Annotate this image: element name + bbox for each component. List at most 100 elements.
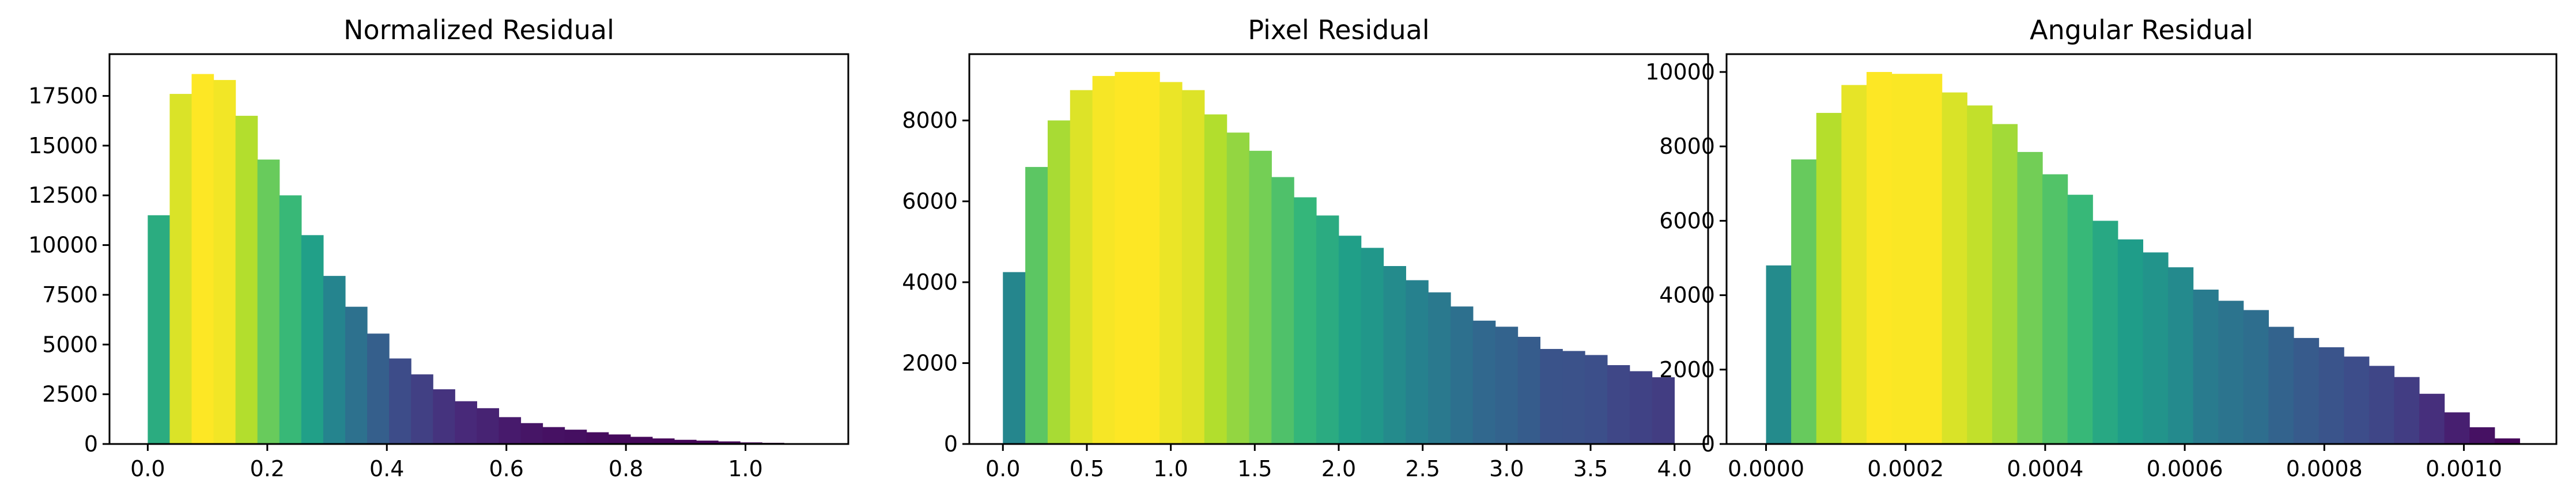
- histogram-bar: [1137, 71, 1160, 445]
- histogram-bar: [2293, 337, 2320, 444]
- histogram-bar: [169, 94, 192, 444]
- histogram-bar: [696, 441, 719, 444]
- histogram-bar: [520, 423, 543, 444]
- histogram-bar: [1841, 85, 1867, 444]
- histogram-bar: [1406, 280, 1429, 444]
- histogram-bar: [301, 235, 324, 444]
- x-tick-label: 3.5: [1573, 456, 1608, 481]
- histogram-bar: [1271, 177, 1294, 444]
- histogram-bar: [674, 439, 697, 444]
- y-tick-label: 4000: [1659, 283, 1715, 308]
- histogram-bar: [2218, 301, 2244, 444]
- histogram-bar: [389, 358, 411, 444]
- y-tick-label: 6000: [1659, 208, 1715, 233]
- histogram-bar: [2394, 377, 2420, 444]
- y-tick-label: 7500: [42, 282, 98, 308]
- chart-title: Normalized Residual: [343, 14, 614, 45]
- y-tick-label: 2500: [42, 382, 98, 407]
- histogram-bar: [1115, 71, 1138, 445]
- histogram-bar: [1204, 114, 1227, 445]
- y-tick-label: 10000: [28, 233, 98, 258]
- histogram-bar: [1540, 348, 1563, 444]
- histogram-bar: [1607, 365, 1630, 444]
- histogram-bar: [652, 438, 675, 444]
- histogram-bar: [1428, 292, 1451, 444]
- histogram-bar: [1092, 75, 1116, 445]
- histogram-bar: [1361, 248, 1384, 444]
- y-tick-label: 17500: [28, 84, 98, 109]
- histogram-bar: [718, 441, 741, 444]
- histogram-bar: [1967, 105, 1993, 444]
- chart-panel-3: 0.0000 0.0002 0.0004 0.0006 0.0008 0.0010 0 200…: [1645, 14, 2558, 481]
- y-tick-label: 2000: [1659, 357, 1715, 382]
- histogram-bar: [477, 408, 500, 444]
- histogram-bar: [1629, 371, 1653, 444]
- histogram-bar: [2168, 267, 2194, 444]
- y-tick-label: 15000: [28, 133, 98, 158]
- x-tick-label: 0.0: [130, 456, 165, 481]
- histogram-bar: [2469, 427, 2495, 444]
- histogram-bar: [2193, 289, 2219, 444]
- x-tick-label: 2.0: [1321, 456, 1356, 481]
- chart-title: Angular Residual: [2030, 14, 2253, 45]
- y-tick-label: 0: [944, 431, 958, 457]
- histogram-bar: [433, 389, 455, 444]
- y-tick-label: 2000: [902, 351, 958, 376]
- histogram-bar: [191, 74, 214, 444]
- histogram-bar: [2092, 221, 2118, 444]
- histogram-bar: [1181, 90, 1205, 444]
- x-tick-label: 0.4: [369, 456, 404, 481]
- histogram-bar: [1766, 265, 1792, 444]
- y-tick-label: 8000: [902, 108, 958, 133]
- histogram-bar: [1585, 355, 1608, 444]
- y-tick-label: 0: [84, 431, 98, 457]
- histogram-bar: [279, 195, 302, 444]
- histogram-bar: [1652, 377, 1675, 444]
- chart-title: Pixel Residual: [1248, 14, 1429, 45]
- histogram-bar: [1791, 159, 1817, 444]
- histogram-bar: [323, 276, 346, 444]
- histogram-bar: [235, 116, 258, 444]
- histogram-bar: [1226, 132, 1250, 444]
- histogram-bar: [2143, 252, 2169, 444]
- histogram-bar: [1866, 72, 1893, 445]
- histogram-bar: [2042, 174, 2068, 444]
- histogram-bar: [2344, 356, 2370, 444]
- histogram-bar: [1992, 124, 2018, 445]
- histogram-bar: [1070, 90, 1093, 444]
- histogram-bar: [1316, 215, 1339, 444]
- x-tick-label: 0.0006: [2147, 456, 2223, 481]
- x-tick-label: 0.2: [250, 456, 285, 481]
- histogram-bar: [1003, 272, 1026, 444]
- histogram-bar: [1472, 320, 1496, 444]
- histogram-bar: [2268, 327, 2294, 444]
- x-tick-label: 1.0: [728, 456, 762, 481]
- x-tick-label: 0.0002: [1867, 456, 1944, 481]
- histogram-bar: [1383, 265, 1406, 444]
- x-tick-label: 0.0004: [2007, 456, 2083, 481]
- histogram-bar: [1451, 306, 1474, 444]
- x-tick-label: 2.5: [1405, 456, 1440, 481]
- histogram-bar: [2419, 393, 2445, 444]
- histogram-bar: [1249, 150, 1272, 444]
- histogram-bar: [345, 306, 368, 444]
- histogram-bar: [2243, 310, 2269, 444]
- histogram-bar: [2318, 347, 2344, 444]
- histogram-bar: [542, 427, 565, 444]
- histogram-bar: [608, 434, 631, 444]
- y-tick-label: 12500: [28, 183, 98, 208]
- axes-frame: [1725, 53, 2558, 445]
- y-tick-label: 4000: [902, 270, 958, 295]
- histogram-bar: [257, 160, 280, 444]
- y-tick-label: 6000: [902, 189, 958, 214]
- chart-panel-2: 0.0 0.5 1.0 1.5 2.0 2.5 3.0 3.5 4.0 0 2000 4000 6000…: [902, 14, 1709, 481]
- axes-frame: [108, 53, 849, 445]
- histogram-bar: [1816, 113, 1842, 445]
- histogram-bar: [455, 401, 477, 444]
- histogram-bar: [2444, 412, 2470, 444]
- histogram-bar: [1025, 166, 1048, 444]
- histogram-bar: [1159, 82, 1183, 445]
- histogram-bar: [2067, 195, 2093, 444]
- histogram-bar: [1338, 236, 1362, 444]
- histogram-bar: [564, 430, 587, 444]
